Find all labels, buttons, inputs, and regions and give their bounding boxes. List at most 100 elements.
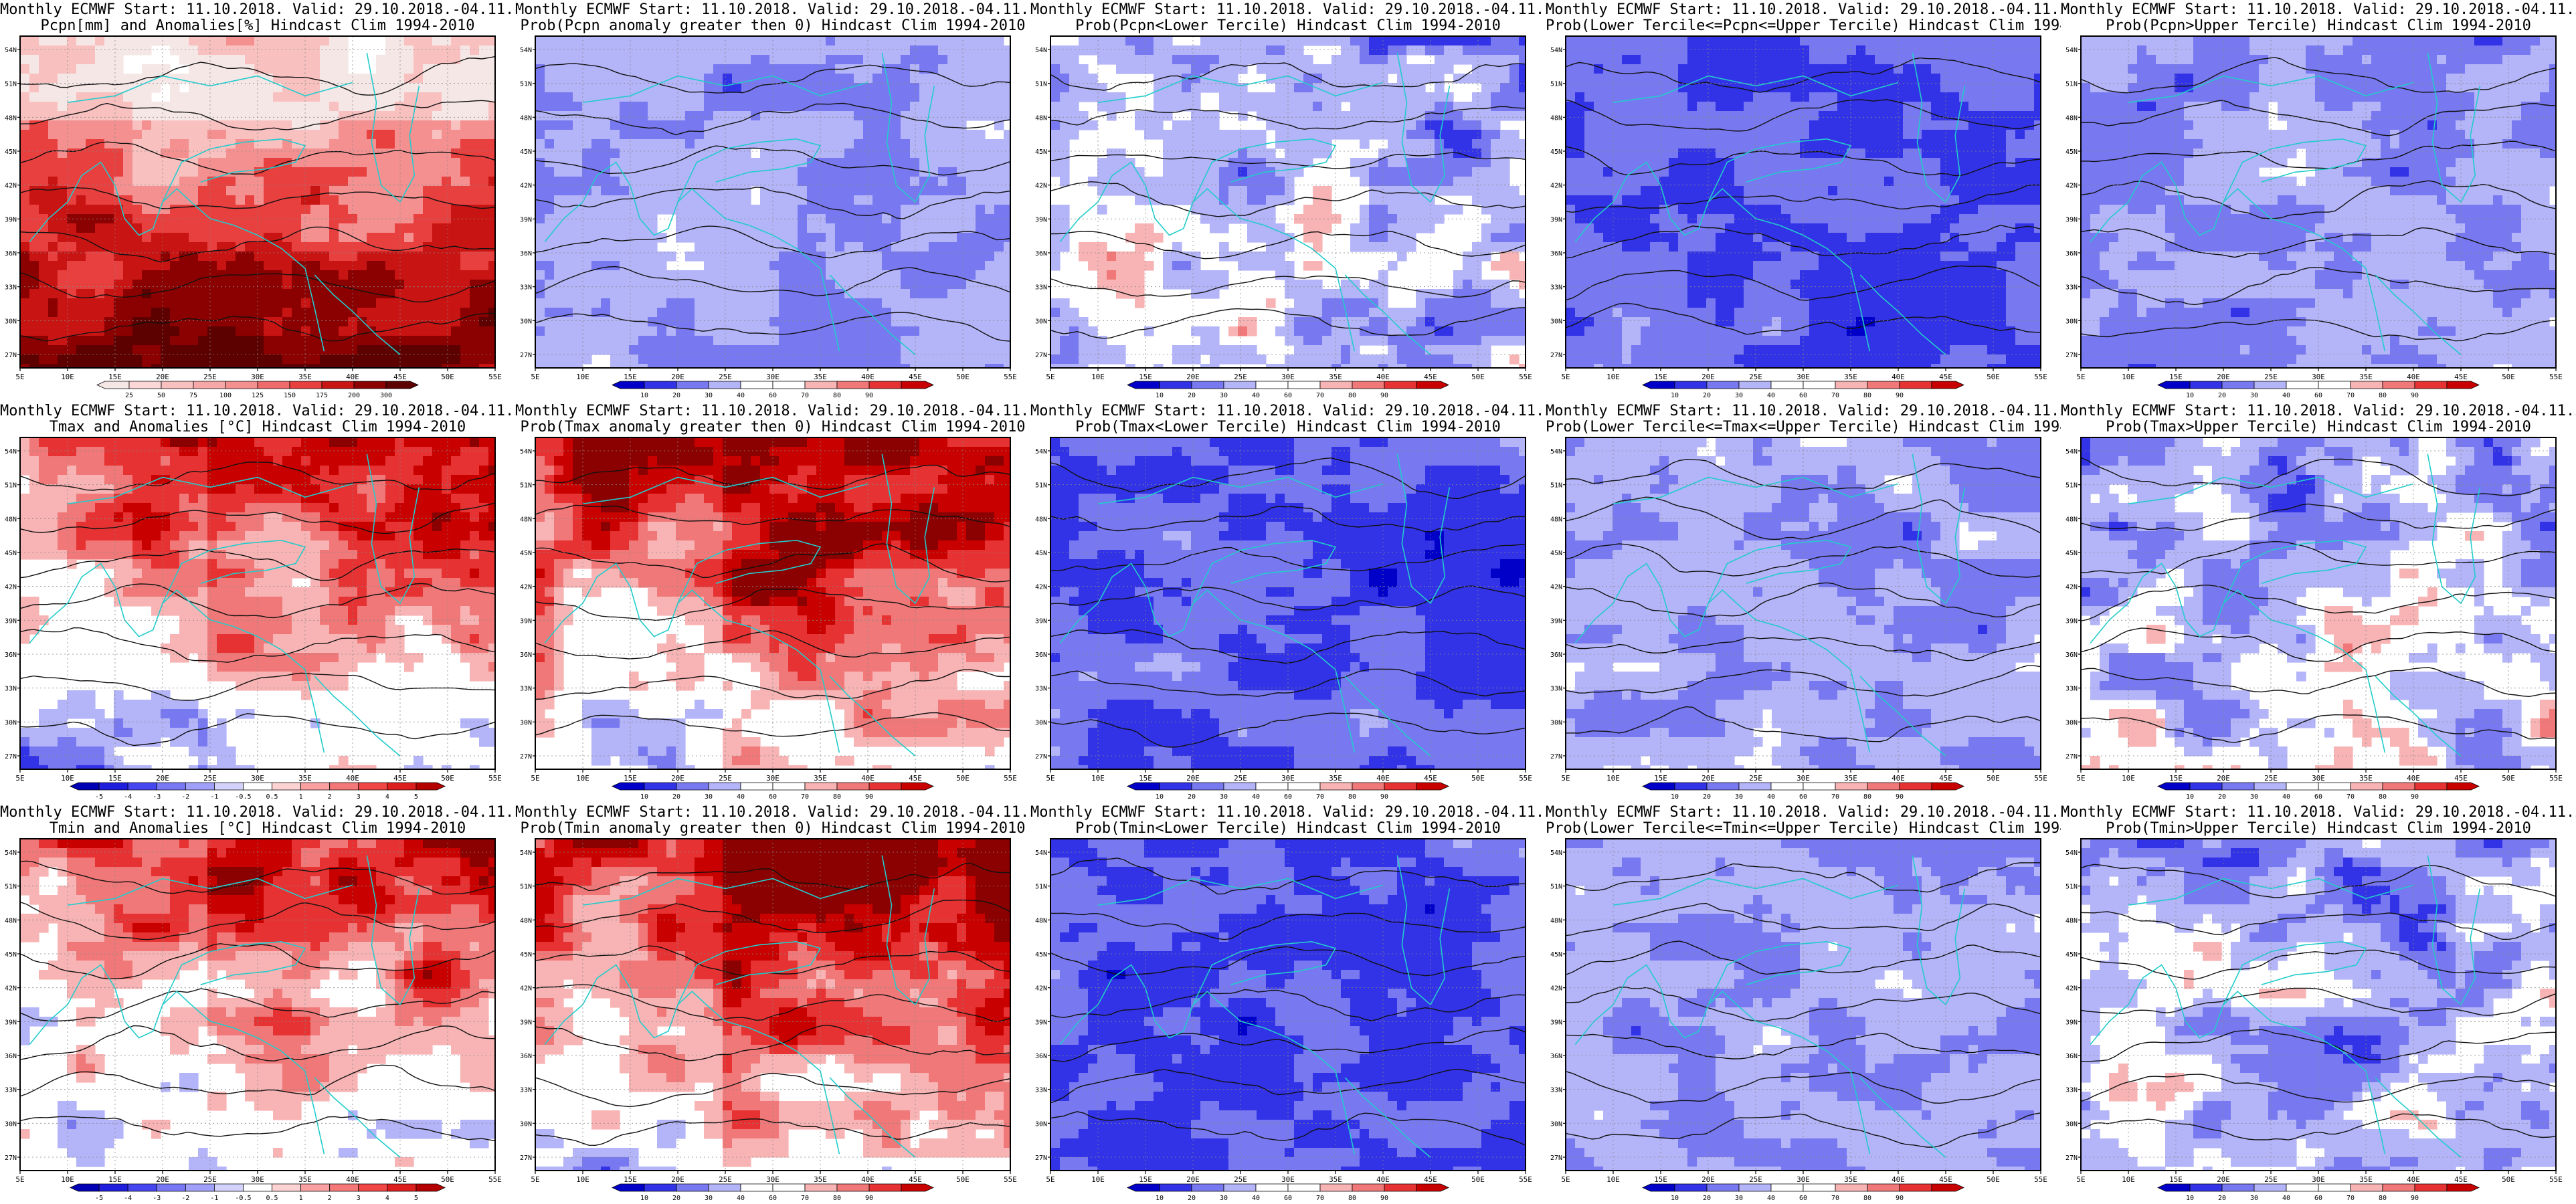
lat-tick-label: 42N bbox=[520, 584, 532, 591]
lon-tick-label: 50E bbox=[2502, 373, 2515, 381]
colorbar-label: 60 bbox=[1799, 392, 1807, 399]
map-panel-tmax-4: Monthly ECMWF Start: 11.10.2018. Valid: … bbox=[1546, 401, 2061, 803]
lat-tick-label: 54N bbox=[1035, 849, 1047, 857]
colorbar-segment bbox=[156, 1183, 186, 1192]
lat-tick-label: 54N bbox=[2065, 849, 2078, 857]
lat-tick-label: 51N bbox=[2065, 884, 2078, 891]
lon-tick-label: 5E bbox=[15, 373, 24, 381]
lon-tick-label: 30E bbox=[2312, 774, 2325, 783]
colorbar-label: 80 bbox=[1863, 1195, 1871, 1202]
graticule bbox=[2081, 36, 2556, 368]
colorbar-label: 20 bbox=[1188, 1195, 1196, 1202]
lon-tick-label: 25E bbox=[719, 1175, 732, 1184]
lon-tick-label: 5E bbox=[1046, 774, 1054, 783]
forecast-field bbox=[1050, 437, 1526, 769]
colorbar-label: 10 bbox=[2186, 392, 2194, 399]
lat-tick-label: 30N bbox=[1035, 318, 1047, 325]
lat-tick-label: 45N bbox=[2065, 550, 2078, 557]
colorbar-label: -5 bbox=[95, 1195, 103, 1202]
colorbar-segment bbox=[2446, 782, 2480, 791]
colorbar-label: 80 bbox=[1863, 793, 1871, 801]
lat-tick-label: 27N bbox=[1550, 352, 1562, 359]
colorbar: 10 20 30 40 60 70 80 90 bbox=[1642, 782, 1964, 801]
lon-tick-label: 20E bbox=[671, 1175, 684, 1184]
map-figure: 5E 10E 15E 20E 25E 30E 35E 40E 45E 50E 55E 54N 51N 48… bbox=[5, 838, 502, 1202]
colorbar-segment bbox=[1384, 381, 1417, 389]
colorbar-segment bbox=[1770, 782, 1804, 791]
panel-title-line1: Monthly ECMWF Start: 11.10.2018. Valid: … bbox=[0, 403, 515, 420]
colorbar-label: 80 bbox=[833, 1195, 841, 1202]
lat-tick-label: 45N bbox=[520, 550, 532, 557]
colorbar-label: 40 bbox=[1767, 1195, 1775, 1202]
lat-tick-label: 42N bbox=[5, 584, 17, 591]
colorbar: 10 20 30 40 60 70 80 90 bbox=[2157, 381, 2480, 399]
colorbar-segment bbox=[1899, 782, 1932, 791]
panel-title-line2: Pcpn[mm] and Anomalies[%] Hindcast Clim … bbox=[0, 17, 515, 35]
colorbar-label: 20 bbox=[2218, 1195, 2226, 1202]
lat-tick-label: 51N bbox=[520, 81, 532, 88]
forecast-field bbox=[1566, 36, 2041, 368]
lon-tick-label: 45E bbox=[393, 774, 407, 783]
lon-tick-label: 40E bbox=[1376, 1175, 1390, 1184]
lon-tick-label: 45E bbox=[2454, 373, 2468, 381]
colorbar-segment bbox=[98, 1183, 128, 1192]
colorbar-segment bbox=[836, 381, 870, 389]
lon-tick-label: 50E bbox=[1987, 774, 2000, 783]
map-figure: 5E 10E 15E 20E 25E 30E 35E 40E 45E 50E 55E 54N 51N 48… bbox=[1035, 437, 1532, 801]
colorbar-label: 40 bbox=[737, 392, 745, 399]
lat-tick-label: 30N bbox=[1550, 318, 1562, 325]
colorbar-label: 125 bbox=[252, 392, 264, 399]
colorbar-label: 80 bbox=[2379, 392, 2387, 399]
colorbar-label: 25 bbox=[125, 392, 133, 399]
lat-tick-label: 30N bbox=[520, 318, 532, 325]
lon-tick-label: 40E bbox=[861, 373, 875, 381]
colorbar-label: 40 bbox=[1767, 793, 1775, 801]
colorbar-segment bbox=[321, 381, 355, 389]
colorbar-segment bbox=[127, 782, 157, 791]
colorbar-segment bbox=[2318, 381, 2351, 389]
panel-title-line1: Monthly ECMWF Start: 11.10.2018. Valid: … bbox=[0, 1, 515, 19]
lon-tick-label: 20E bbox=[1701, 1175, 1715, 1184]
colorbar-segment bbox=[1287, 1183, 1321, 1192]
lat-tick-label: 45N bbox=[5, 550, 17, 557]
lat-tick-label: 33N bbox=[520, 1087, 532, 1094]
colorbar-label: 70 bbox=[801, 392, 809, 399]
lat-tick-label: 54N bbox=[1550, 47, 1562, 54]
lon-tick-label: 55E bbox=[488, 1175, 502, 1184]
panel-title-line1: Monthly ECMWF Start: 11.10.2018. Valid: … bbox=[2061, 804, 2576, 821]
lon-tick-label: 10E bbox=[576, 373, 589, 381]
forecast-field bbox=[1566, 437, 2041, 769]
lon-tick-label: 45E bbox=[909, 1175, 922, 1184]
lon-tick-label: 15E bbox=[108, 373, 122, 381]
lat-tick-label: 27N bbox=[1550, 753, 1562, 761]
colorbar-segment bbox=[358, 782, 388, 791]
map-panel-tmin-3: Monthly ECMWF Start: 11.10.2018. Valid: … bbox=[1030, 803, 1546, 1204]
lat-tick-label: 30N bbox=[520, 719, 532, 726]
colorbar-segment bbox=[1352, 381, 1385, 389]
colorbar-segment bbox=[1319, 381, 1353, 389]
colorbar-label: -0.5 bbox=[235, 793, 251, 801]
colorbar-segment bbox=[2221, 381, 2255, 389]
graticule bbox=[1566, 839, 2041, 1171]
panel-title-line1: Monthly ECMWF Start: 11.10.2018. Valid: … bbox=[2061, 403, 2576, 420]
lon-tick-label: 15E bbox=[1654, 774, 1667, 783]
lon-tick-label: 30E bbox=[1281, 1175, 1295, 1184]
lon-tick-label: 55E bbox=[1519, 1175, 1532, 1184]
colorbar-label: 2 bbox=[328, 1195, 332, 1202]
colorbar-label: 20 bbox=[672, 793, 680, 801]
lon-tick-label: 25E bbox=[1234, 373, 1247, 381]
lat-tick-label: 42N bbox=[2065, 985, 2078, 993]
panel-title-line1: Monthly ECMWF Start: 11.10.2018. Valid: … bbox=[2061, 1, 2576, 19]
lon-tick-label: 50E bbox=[1987, 373, 2000, 381]
colorbar-segment bbox=[740, 381, 773, 389]
lat-tick-label: 33N bbox=[1550, 686, 1562, 693]
forecast-field bbox=[2081, 36, 2556, 368]
colorbar-segment bbox=[353, 381, 387, 389]
colorbar-label: 70 bbox=[1316, 793, 1324, 801]
colorbar-segment bbox=[1127, 381, 1160, 389]
colorbar-label: 70 bbox=[1831, 392, 1839, 399]
lat-tick-label: 54N bbox=[1550, 448, 1562, 456]
colorbar-label: 30 bbox=[705, 793, 713, 801]
lat-tick-label: 42N bbox=[1550, 183, 1562, 190]
colorbar-label: 4 bbox=[385, 1195, 389, 1202]
